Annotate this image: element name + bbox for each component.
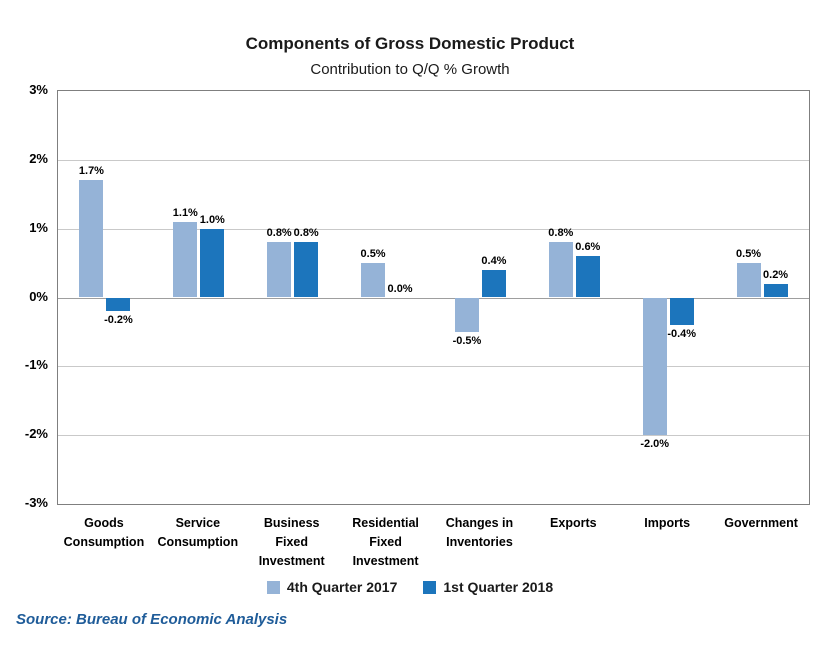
bar-label: 0.0% bbox=[387, 282, 413, 295]
x-category-label: Government bbox=[724, 516, 798, 530]
gridline bbox=[58, 228, 809, 230]
x-category-label: Residential Fixed Investment bbox=[352, 516, 419, 568]
bar-label: 0.8% bbox=[266, 227, 292, 240]
y-tick-label: 0% bbox=[29, 288, 48, 304]
source-note: Source: Bureau of Economic Analysis bbox=[16, 611, 288, 628]
bar bbox=[361, 263, 386, 298]
gridline bbox=[58, 159, 809, 161]
bar-label: 0.5% bbox=[360, 248, 386, 261]
bar bbox=[736, 263, 761, 298]
legend-label-q1-2018: 1st Quarter 2018 bbox=[443, 579, 554, 595]
bar bbox=[173, 221, 198, 298]
bar-label: -0.4% bbox=[667, 328, 697, 341]
gridline bbox=[58, 366, 809, 368]
bar-label: 1.7% bbox=[78, 165, 104, 178]
gridline bbox=[58, 435, 809, 437]
bar-label: 0.8% bbox=[548, 227, 574, 240]
legend: 4th Quarter 2017 1st Quarter 2018 bbox=[0, 579, 820, 595]
bar-label: -0.5% bbox=[452, 334, 482, 347]
chart-title: Components of Gross Domestic Product bbox=[245, 34, 575, 53]
legend-item-q1-2018: 1st Quarter 2018 bbox=[423, 579, 553, 595]
plot-area: 1.7% 1.1% 0.8% 0.5% -0.5% 0.8% -2.0% 0.5% -0.2% 1… bbox=[57, 90, 810, 505]
y-tick-label: -3% bbox=[24, 495, 48, 510]
y-tick-label: 3% bbox=[29, 82, 48, 97]
x-axis: Goods Consumption Service Consumption Busine… bbox=[57, 514, 810, 576]
bar bbox=[669, 297, 694, 326]
bar bbox=[575, 256, 600, 298]
gridline bbox=[58, 297, 809, 299]
bar-label: 1.0% bbox=[199, 213, 225, 226]
bar bbox=[294, 242, 319, 298]
bar-label: 0.6% bbox=[575, 241, 601, 254]
bar bbox=[267, 242, 292, 298]
x-category-label: Service Consumption bbox=[157, 516, 239, 549]
x-category-label: Business Fixed Investment bbox=[258, 516, 325, 568]
bar bbox=[454, 297, 479, 332]
bar bbox=[481, 269, 506, 298]
legend-swatch-q4-2017 bbox=[266, 580, 280, 594]
legend-swatch-q1-2018 bbox=[423, 580, 437, 594]
legend-label-q4-2017: 4th Quarter 2017 bbox=[286, 579, 398, 595]
bar bbox=[79, 180, 104, 298]
y-axis: 3% 2% 1% 0% -1% -2% -3% bbox=[4, 82, 48, 510]
chart-subtitle: Contribution to Q/Q % Growth bbox=[310, 61, 510, 78]
y-tick-label: 2% bbox=[29, 150, 48, 166]
bar-label: 0.5% bbox=[736, 248, 762, 261]
x-category-label: Changes in Inventories bbox=[445, 516, 514, 549]
y-tick-label: -2% bbox=[24, 426, 48, 442]
bar bbox=[106, 297, 131, 312]
bar-label: 0.4% bbox=[481, 254, 507, 267]
legend-item-q4-2017: 4th Quarter 2017 bbox=[266, 579, 398, 595]
bar-label: -0.2% bbox=[104, 314, 133, 327]
bar bbox=[642, 297, 667, 436]
bar-label: 1.1% bbox=[172, 206, 198, 219]
bar-label: -2.0% bbox=[640, 438, 670, 451]
y-tick-label: 1% bbox=[29, 219, 48, 235]
x-category-label: Imports bbox=[644, 516, 691, 530]
bar bbox=[548, 242, 573, 298]
bar-label: 0.8% bbox=[293, 227, 319, 240]
x-category-label: Goods Consumption bbox=[63, 516, 145, 549]
bar bbox=[763, 283, 788, 298]
bar bbox=[200, 228, 225, 298]
x-category-label: Exports bbox=[550, 516, 597, 530]
y-tick-label: -1% bbox=[24, 357, 48, 373]
bar-label: 0.2% bbox=[763, 268, 789, 281]
